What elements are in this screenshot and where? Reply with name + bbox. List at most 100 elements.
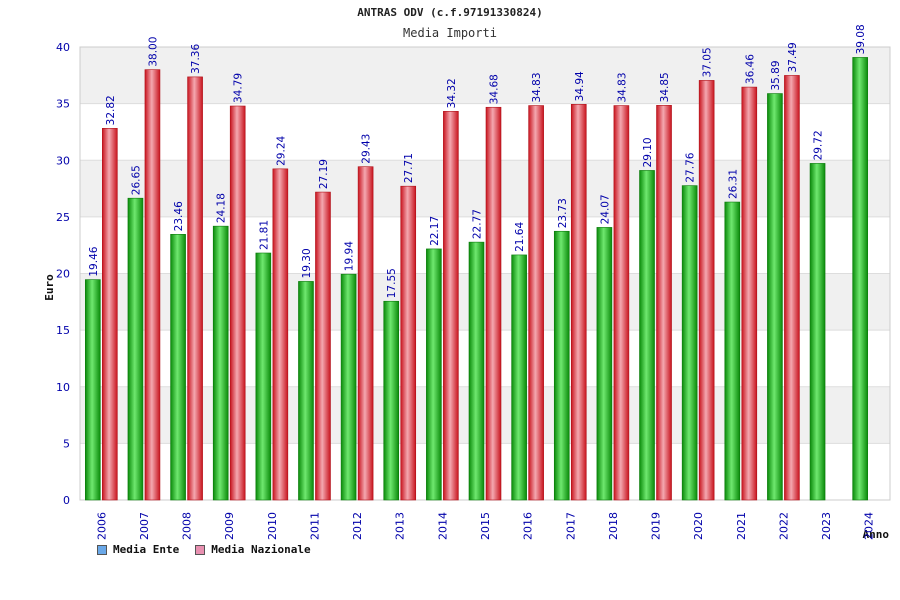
x-tick-label: 2018 bbox=[607, 512, 620, 540]
bar-media-nazionale bbox=[102, 128, 118, 501]
data-label: 29.43 bbox=[361, 134, 373, 164]
x-tick-label: 2012 bbox=[351, 512, 364, 540]
data-label: 34.32 bbox=[446, 78, 458, 108]
data-label: 27.19 bbox=[318, 159, 330, 189]
bar-media-ente bbox=[639, 170, 655, 501]
data-label: 22.77 bbox=[472, 209, 484, 239]
y-tick-label: 25 bbox=[56, 211, 70, 224]
bar-media-ente bbox=[127, 197, 144, 501]
legend-item-media-nazionale: Media Nazionale bbox=[195, 543, 311, 556]
x-tick-label: 2017 bbox=[564, 512, 577, 540]
bar-media-ente bbox=[170, 234, 186, 501]
data-label: 27.76 bbox=[685, 152, 697, 182]
y-tick-label: 40 bbox=[56, 41, 70, 54]
y-tick-label: 35 bbox=[56, 98, 70, 111]
y-tick-label: 15 bbox=[56, 324, 70, 337]
legend-swatch-media-nazionale bbox=[195, 544, 206, 555]
data-label: 38.00 bbox=[147, 37, 159, 67]
bar-media-ente bbox=[596, 227, 613, 501]
bar-media-ente bbox=[511, 254, 527, 501]
data-label: 34.68 bbox=[489, 74, 501, 104]
data-label: 21.81 bbox=[258, 220, 270, 250]
bar-media-nazionale bbox=[613, 105, 630, 501]
bar-media-nazionale bbox=[784, 75, 800, 501]
data-label: 35.89 bbox=[770, 60, 782, 90]
bar-media-ente bbox=[767, 93, 783, 501]
data-label: 23.46 bbox=[173, 201, 185, 231]
data-label: 27.71 bbox=[403, 153, 415, 183]
y-tick-label: 0 bbox=[63, 494, 70, 507]
chart-title: ANTRAS ODV (c.f.97191330824) bbox=[357, 6, 543, 19]
legend-item-media-ente: Media Ente bbox=[97, 543, 179, 556]
x-tick-label: 2010 bbox=[266, 512, 279, 540]
y-axis-label: Euro bbox=[43, 274, 56, 301]
bar-media-nazionale bbox=[229, 105, 246, 501]
data-label: 29.72 bbox=[813, 130, 825, 160]
bar-media-nazionale bbox=[272, 168, 289, 501]
bar-media-nazionale bbox=[741, 86, 758, 501]
chart-legend: Media Ente Media Nazionale bbox=[97, 543, 327, 556]
y-tick-label: 5 bbox=[63, 437, 70, 450]
y-tick-label: 10 bbox=[56, 381, 70, 394]
data-label: 37.49 bbox=[787, 42, 799, 72]
x-tick-label: 2009 bbox=[223, 512, 236, 540]
bar-media-ente bbox=[468, 241, 485, 501]
bar-media-ente bbox=[340, 273, 357, 501]
data-label: 19.46 bbox=[88, 246, 100, 276]
bar-media-nazionale bbox=[698, 80, 715, 501]
bar-media-ente bbox=[553, 230, 570, 501]
data-label: 34.79 bbox=[233, 73, 245, 103]
legend-swatch-media-ente bbox=[97, 544, 107, 555]
x-tick-label: 2008 bbox=[181, 512, 194, 540]
x-tick-label: 2021 bbox=[735, 512, 748, 540]
bar-media-nazionale bbox=[528, 105, 544, 501]
data-label: 19.94 bbox=[344, 241, 356, 271]
legend-label-media-nazionale: Media Nazionale bbox=[211, 543, 311, 556]
data-label: 29.24 bbox=[275, 135, 287, 165]
bar-media-nazionale bbox=[485, 106, 502, 501]
bar-media-ente bbox=[681, 185, 698, 501]
bar-media-ente bbox=[809, 163, 826, 501]
data-label: 32.82 bbox=[105, 95, 117, 125]
x-tick-label: 2014 bbox=[436, 512, 449, 540]
bar-media-nazionale bbox=[570, 104, 587, 501]
data-label: 36.46 bbox=[744, 54, 756, 84]
bar-media-ente bbox=[426, 248, 442, 501]
x-tick-label: 2022 bbox=[777, 512, 790, 540]
x-tick-label: 2015 bbox=[479, 512, 492, 540]
y-tick-label: 30 bbox=[56, 154, 70, 167]
data-label: 26.31 bbox=[727, 169, 739, 199]
data-label: 17.55 bbox=[386, 268, 398, 298]
data-label: 19.30 bbox=[301, 248, 313, 278]
data-label: 37.05 bbox=[702, 47, 714, 77]
x-tick-label: 2016 bbox=[522, 512, 535, 540]
x-tick-label: 2024 bbox=[863, 512, 876, 540]
data-label: 22.17 bbox=[429, 216, 441, 246]
bar-media-nazionale bbox=[315, 191, 331, 501]
bar-media-nazionale bbox=[656, 105, 672, 501]
bar-media-ente bbox=[724, 201, 741, 501]
data-label: 26.65 bbox=[130, 165, 142, 195]
data-label: 34.83 bbox=[616, 72, 628, 102]
data-label: 24.07 bbox=[599, 194, 611, 224]
bar-media-nazionale bbox=[357, 166, 374, 501]
x-tick-label: 2011 bbox=[308, 512, 321, 540]
bar-media-ente bbox=[212, 225, 229, 501]
bar-media-nazionale bbox=[400, 185, 417, 501]
x-tick-label: 2007 bbox=[138, 512, 151, 540]
bar-media-nazionale bbox=[443, 111, 459, 501]
plot-area bbox=[79, 46, 891, 501]
data-label: 23.73 bbox=[557, 198, 569, 228]
chart-subtitle: Media Importi bbox=[403, 26, 497, 40]
data-label: 34.83 bbox=[531, 72, 543, 102]
data-label: 34.94 bbox=[574, 71, 586, 101]
bar-media-nazionale bbox=[187, 76, 203, 501]
bar-media-nazionale bbox=[144, 69, 161, 501]
bar-media-ente bbox=[298, 281, 314, 501]
x-tick-label: 2020 bbox=[692, 512, 705, 540]
bar-media-ente bbox=[852, 57, 868, 501]
x-tick-label: 2023 bbox=[820, 512, 833, 540]
data-label: 34.85 bbox=[659, 72, 671, 102]
data-label: 39.08 bbox=[855, 24, 867, 54]
